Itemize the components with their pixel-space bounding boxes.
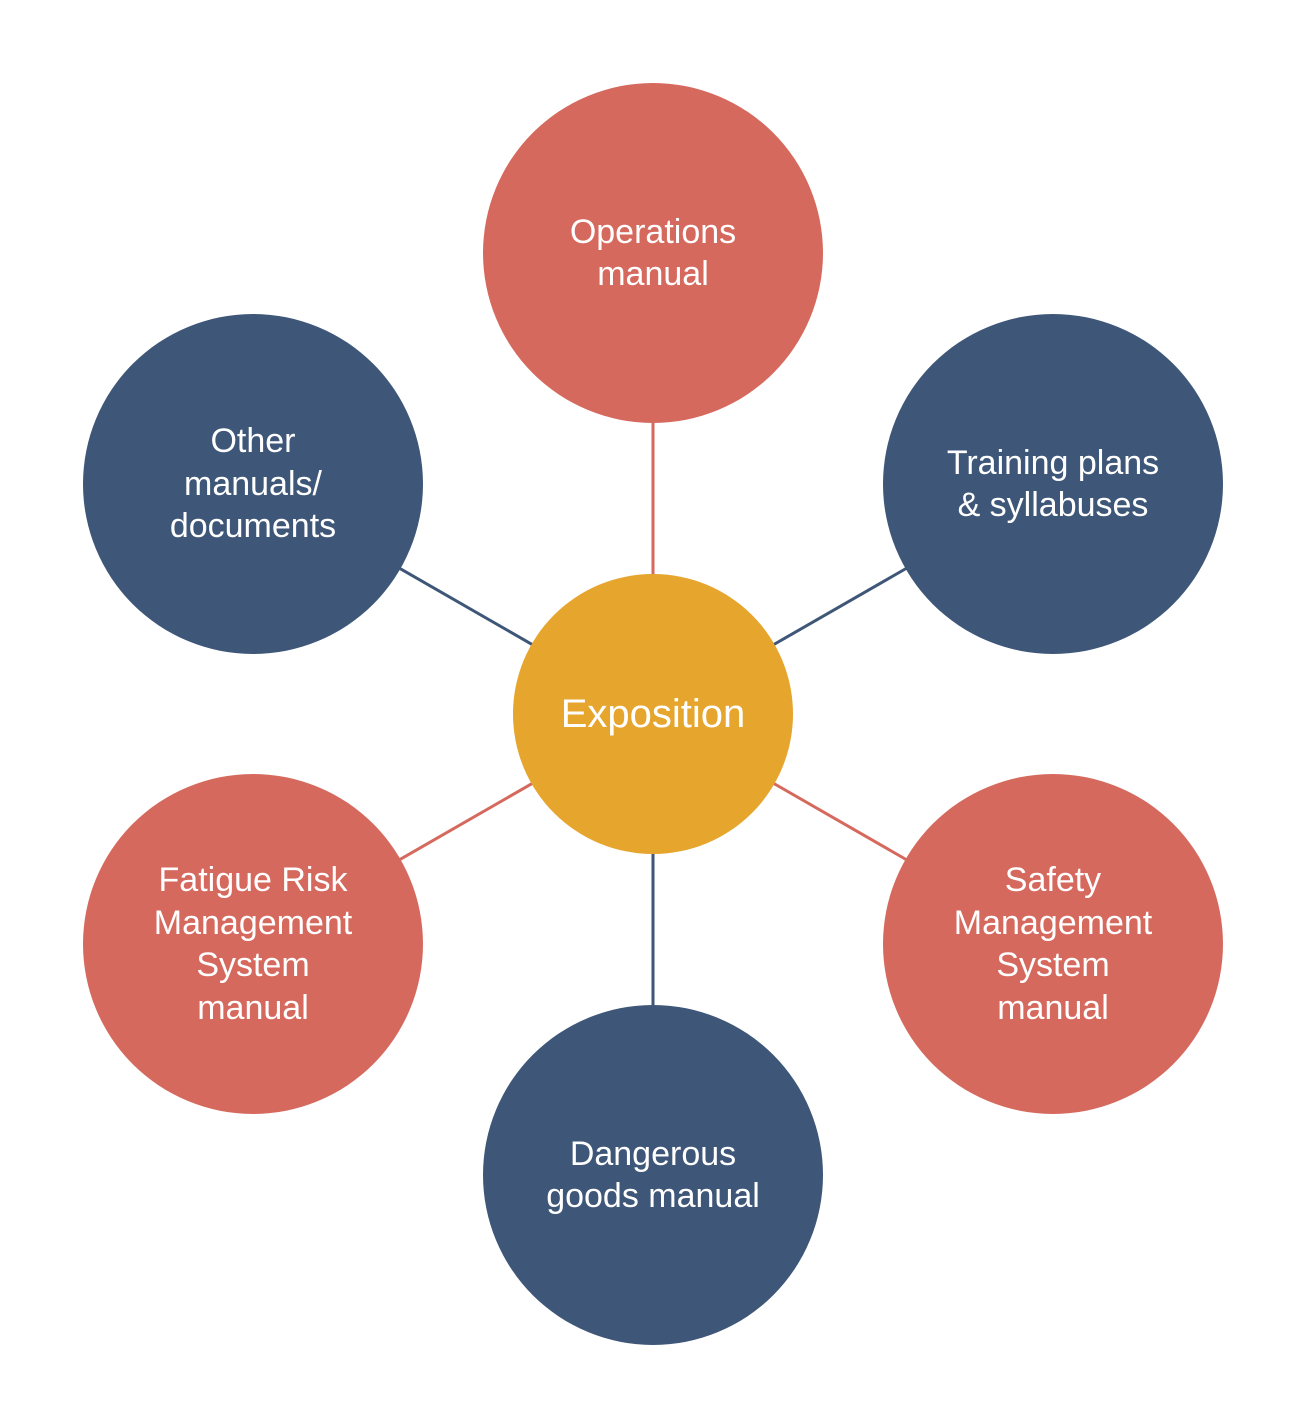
node-dangerous-goods-manual: Dangerous goods manual	[483, 1005, 823, 1345]
node-label: Dangerous goods manual	[546, 1133, 760, 1218]
node-other-manuals-documents: Other manuals/ documents	[83, 314, 423, 654]
node-label: Operations manual	[570, 211, 736, 296]
node-operations-manual: Operations manual	[483, 83, 823, 423]
node-fatigue-risk-management: Fatigue Risk Management System manual	[83, 774, 423, 1114]
node-training-plans-syllabuses: Training plans & syllabuses	[883, 314, 1223, 654]
node-safety-management-system: Safety Management System manual	[883, 774, 1223, 1114]
node-label: Exposition	[561, 689, 746, 739]
node-label: Safety Management System manual	[954, 859, 1152, 1029]
node-label: Training plans & syllabuses	[947, 442, 1159, 527]
diagram-canvas: Operations manual Training plans & sylla…	[0, 0, 1306, 1428]
node-label: Fatigue Risk Management System manual	[154, 859, 352, 1029]
node-label: Other manuals/ documents	[170, 420, 336, 548]
node-exposition-center: Exposition	[513, 574, 793, 854]
